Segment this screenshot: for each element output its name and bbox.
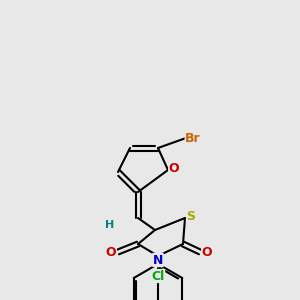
Text: H: H: [105, 220, 115, 230]
Text: N: N: [153, 254, 163, 266]
Text: O: O: [169, 161, 179, 175]
Text: S: S: [187, 209, 196, 223]
Text: Cl: Cl: [152, 269, 165, 283]
Text: O: O: [106, 245, 116, 259]
Text: O: O: [202, 245, 212, 259]
Text: Br: Br: [185, 131, 201, 145]
